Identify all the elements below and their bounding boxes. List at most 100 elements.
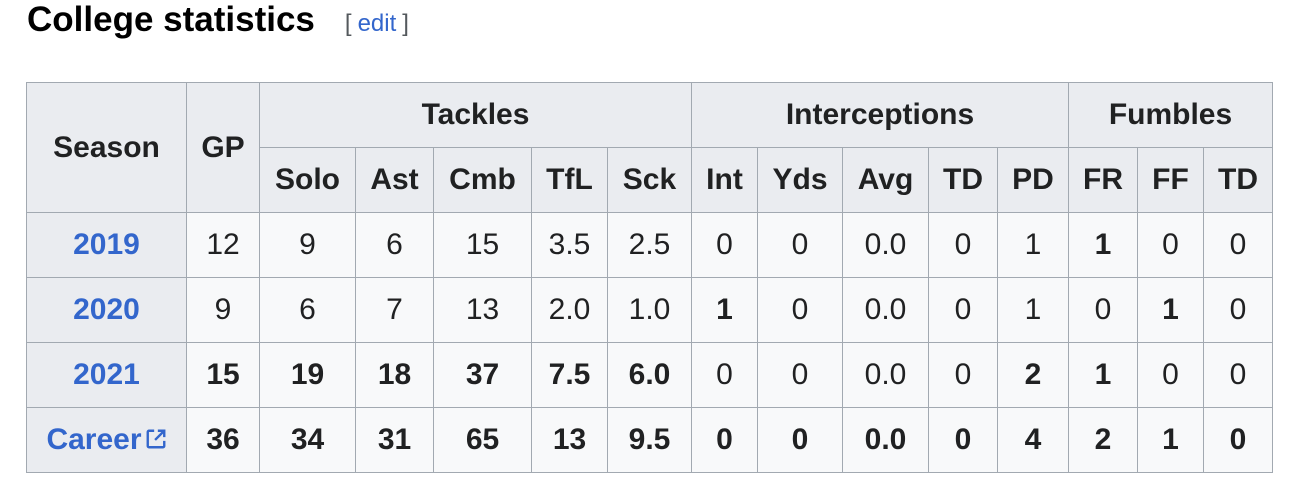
stat-cell: 4 xyxy=(997,407,1069,473)
stat-cell: 1 xyxy=(1068,212,1138,278)
stat-cell: 0 xyxy=(928,407,998,473)
col-header-pd: PD xyxy=(997,147,1069,213)
stat-cell: 1.0 xyxy=(607,277,692,343)
group-header-fumbles: Fumbles xyxy=(1068,82,1273,148)
stat-cell: 13 xyxy=(433,277,532,343)
stat-cell: 0 xyxy=(928,342,998,408)
stat-cell: 9.5 xyxy=(607,407,692,473)
stat-cell: 3.5 xyxy=(531,212,608,278)
stat-cell: 0 xyxy=(1137,212,1204,278)
season-cell: 2021 xyxy=(26,342,187,408)
college-statistics-table: Season GP Tackles Interceptions Fumbles … xyxy=(26,82,1273,473)
stat-cell: 0 xyxy=(757,407,843,473)
stat-cell: 9 xyxy=(259,212,356,278)
season-link[interactable]: 2020 xyxy=(73,293,140,326)
season-label: 2021 xyxy=(73,358,140,391)
stat-cell: 18 xyxy=(355,342,434,408)
stat-cell: 7.5 xyxy=(531,342,608,408)
stat-cell: 1 xyxy=(1068,342,1138,408)
col-header-int-td: TD xyxy=(928,147,998,213)
stat-cell: 1 xyxy=(691,277,758,343)
stat-cell: 2.0 xyxy=(531,277,608,343)
stat-cell: 0 xyxy=(928,277,998,343)
table-row: 2020 9 6 7 13 2.0 1.0 1 0 0.0 0 1 0 1 0 xyxy=(26,277,1273,343)
group-header-interceptions: Interceptions xyxy=(691,82,1069,148)
stat-cell: 0.0 xyxy=(842,212,929,278)
stat-cell: 34 xyxy=(259,407,356,473)
stat-cell: 0 xyxy=(1068,277,1138,343)
stat-cell: 0 xyxy=(757,342,843,408)
stat-cell: 15 xyxy=(186,342,260,408)
stat-cell: 9 xyxy=(186,277,260,343)
stat-cell: 7 xyxy=(355,277,434,343)
group-header-tackles: Tackles xyxy=(259,82,692,148)
stat-cell: 6 xyxy=(259,277,356,343)
season-link[interactable]: 2021 xyxy=(73,358,140,391)
season-cell: Career xyxy=(26,407,187,473)
col-header-sck: Sck xyxy=(607,147,692,213)
stat-cell: 2.5 xyxy=(607,212,692,278)
edit-link[interactable]: edit xyxy=(357,10,397,37)
header-sub-row: Solo Ast Cmb TfL Sck Int Yds Avg TD PD F… xyxy=(27,147,1273,213)
stat-cell: 0.0 xyxy=(842,342,929,408)
col-header-ff: FF xyxy=(1137,147,1204,213)
stat-cell: 36 xyxy=(186,407,260,473)
stat-cell: 6.0 xyxy=(607,342,692,408)
stat-cell: 0.0 xyxy=(842,277,929,343)
col-header-tfl: TfL xyxy=(531,147,608,213)
stat-cell: 2 xyxy=(997,342,1069,408)
stat-cell: 0 xyxy=(1203,277,1273,343)
stat-cell: 0 xyxy=(1137,342,1204,408)
col-header-season: Season xyxy=(26,82,187,213)
col-header-fum-td: TD xyxy=(1203,147,1273,213)
col-header-int: Int xyxy=(691,147,758,213)
season-cell: 2020 xyxy=(26,277,187,343)
stat-cell: 12 xyxy=(186,212,260,278)
col-header-fr: FR xyxy=(1068,147,1138,213)
section-title: College statistics xyxy=(27,0,315,39)
col-header-solo: Solo xyxy=(259,147,356,213)
stat-cell: 37 xyxy=(433,342,532,408)
stat-cell: 0 xyxy=(757,212,843,278)
col-header-ast: Ast xyxy=(355,147,434,213)
edit-bracket-close: ] xyxy=(402,10,409,37)
stat-cell: 15 xyxy=(433,212,532,278)
table-row: Career 36 34 31 65 13 9.5 0 0 0.0 0 4 2 1 0 xyxy=(26,407,1273,473)
table-row: 2021 15 19 18 37 7.5 6.0 0 0 0.0 0 2 1 0 0 xyxy=(26,342,1273,408)
stat-cell: 0.0 xyxy=(842,407,929,473)
stat-cell: 65 xyxy=(433,407,532,473)
stat-cell: 0 xyxy=(757,277,843,343)
stat-cell: 0 xyxy=(928,212,998,278)
table-row: 2019 12 9 6 15 3.5 2.5 0 0 0.0 0 1 1 0 0 xyxy=(26,212,1273,278)
season-label: 2020 xyxy=(73,293,140,326)
col-header-avg: Avg xyxy=(842,147,929,213)
stat-cell: 1 xyxy=(997,212,1069,278)
col-header-cmb: Cmb xyxy=(433,147,532,213)
stat-cell: 1 xyxy=(997,277,1069,343)
stat-cell: 31 xyxy=(355,407,434,473)
stat-cell: 6 xyxy=(355,212,434,278)
stat-cell: 19 xyxy=(259,342,356,408)
stat-cell: 0 xyxy=(691,342,758,408)
stat-cell: 13 xyxy=(531,407,608,473)
stat-cell: 0 xyxy=(691,407,758,473)
season-link[interactable]: Career xyxy=(46,423,166,456)
stat-cell: 0 xyxy=(1203,212,1273,278)
stat-cell: 0 xyxy=(1203,342,1273,408)
edit-section: [edit] xyxy=(345,10,409,38)
stat-cell: 1 xyxy=(1137,277,1204,343)
col-header-gp: GP xyxy=(186,82,260,213)
season-label: 2019 xyxy=(73,228,140,261)
stat-cell: 2 xyxy=(1068,407,1138,473)
header-group-row: Season GP Tackles Interceptions Fumbles xyxy=(26,82,1273,213)
section-heading-row: College statistics [edit] xyxy=(27,0,409,44)
stat-cell: 0 xyxy=(691,212,758,278)
stat-cell: 1 xyxy=(1137,407,1204,473)
edit-bracket-open: [ xyxy=(344,10,352,37)
col-header-yds: Yds xyxy=(757,147,843,213)
stat-cell: 0 xyxy=(1203,407,1273,473)
season-cell: 2019 xyxy=(26,212,187,278)
season-label: Career xyxy=(46,423,142,456)
external-link-icon xyxy=(145,424,167,449)
season-link[interactable]: 2019 xyxy=(73,228,140,261)
